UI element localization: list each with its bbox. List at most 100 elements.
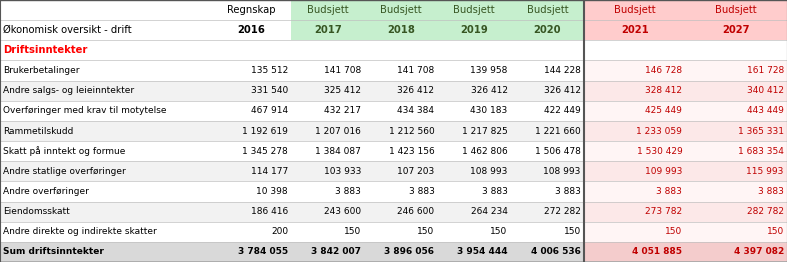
Bar	[364, 40, 438, 61]
Bar	[211, 201, 291, 222]
Bar	[0, 40, 211, 61]
Bar	[511, 161, 584, 181]
Text: 331 540: 331 540	[251, 86, 288, 95]
Text: 3 883: 3 883	[482, 187, 508, 196]
Text: 200: 200	[271, 227, 288, 236]
Bar	[438, 161, 511, 181]
Text: 107 203: 107 203	[397, 167, 434, 176]
Bar	[0, 0, 211, 20]
Bar	[685, 242, 787, 262]
Bar	[0, 161, 211, 181]
Text: 425 449: 425 449	[645, 106, 682, 115]
Text: 139 958: 139 958	[471, 66, 508, 75]
Bar	[211, 20, 291, 40]
Bar	[511, 40, 584, 61]
Text: 1 233 059: 1 233 059	[637, 127, 682, 135]
Bar	[211, 40, 291, 61]
Bar	[0, 222, 211, 242]
Text: 3 883: 3 883	[758, 187, 784, 196]
Text: 135 512: 135 512	[251, 66, 288, 75]
Bar	[211, 222, 291, 242]
Text: 186 416: 186 416	[251, 207, 288, 216]
Text: Budsjett: Budsjett	[614, 5, 656, 15]
Bar	[685, 61, 787, 81]
Bar	[438, 121, 511, 141]
Bar	[291, 101, 364, 121]
Bar	[211, 0, 291, 20]
Bar	[291, 20, 364, 40]
Bar	[364, 61, 438, 81]
Text: Andre direkte og indirekte skatter: Andre direkte og indirekte skatter	[3, 227, 157, 236]
Bar	[0, 81, 211, 101]
Text: 2018: 2018	[387, 25, 415, 35]
Bar	[211, 242, 291, 262]
Text: 150: 150	[344, 227, 361, 236]
Bar	[291, 222, 364, 242]
Text: 150: 150	[490, 227, 508, 236]
Text: Regnskap: Regnskap	[227, 5, 275, 15]
Bar	[0, 181, 211, 201]
Bar	[511, 201, 584, 222]
Bar	[364, 242, 438, 262]
Text: 2019: 2019	[460, 25, 488, 35]
Text: 1 365 331: 1 365 331	[738, 127, 784, 135]
Text: 150: 150	[665, 227, 682, 236]
Bar	[291, 181, 364, 201]
Text: Budsjett: Budsjett	[715, 5, 757, 15]
Bar	[291, 141, 364, 161]
Text: 109 993: 109 993	[645, 167, 682, 176]
Text: 1 683 354: 1 683 354	[738, 147, 784, 156]
Bar	[511, 61, 584, 81]
Bar	[584, 101, 685, 121]
Text: Budsjett: Budsjett	[453, 5, 495, 15]
Text: 272 282: 272 282	[544, 207, 581, 216]
Text: 1 192 619: 1 192 619	[242, 127, 288, 135]
Bar	[438, 61, 511, 81]
Text: 2017: 2017	[314, 25, 342, 35]
Text: 10 398: 10 398	[257, 187, 288, 196]
Bar	[291, 201, 364, 222]
Text: 434 384: 434 384	[397, 106, 434, 115]
Bar	[364, 161, 438, 181]
Bar	[438, 20, 511, 40]
Text: 103 933: 103 933	[324, 167, 361, 176]
Bar	[364, 181, 438, 201]
Text: Skatt på inntekt og formue: Skatt på inntekt og formue	[3, 146, 125, 156]
Text: 325 412: 325 412	[324, 86, 361, 95]
Bar	[211, 181, 291, 201]
Text: 264 234: 264 234	[471, 207, 508, 216]
Text: 467 914: 467 914	[251, 106, 288, 115]
Text: 141 708: 141 708	[397, 66, 434, 75]
Text: 3 883: 3 883	[555, 187, 581, 196]
Text: 326 412: 326 412	[471, 86, 508, 95]
Text: Driftsinntekter: Driftsinntekter	[3, 45, 87, 55]
Text: 432 217: 432 217	[324, 106, 361, 115]
Text: 144 228: 144 228	[544, 66, 581, 75]
Bar	[685, 20, 787, 40]
Bar	[511, 242, 584, 262]
Bar	[584, 121, 685, 141]
Text: 108 993: 108 993	[471, 167, 508, 176]
Text: Budsjett: Budsjett	[307, 5, 349, 15]
Bar	[438, 242, 511, 262]
Text: 108 993: 108 993	[544, 167, 581, 176]
Text: Andre salgs- og leieinntekter: Andre salgs- og leieinntekter	[3, 86, 135, 95]
Text: 3 842 007: 3 842 007	[311, 247, 361, 256]
Bar	[291, 81, 364, 101]
Text: 1 506 478: 1 506 478	[535, 147, 581, 156]
Bar	[584, 61, 685, 81]
Text: 3 784 055: 3 784 055	[238, 247, 288, 256]
Bar	[0, 201, 211, 222]
Text: 1 212 560: 1 212 560	[389, 127, 434, 135]
Text: 282 782: 282 782	[747, 207, 784, 216]
Text: 1 462 806: 1 462 806	[462, 147, 508, 156]
Text: 3 883: 3 883	[656, 187, 682, 196]
Text: 146 728: 146 728	[645, 66, 682, 75]
Bar	[211, 121, 291, 141]
Text: Brukerbetalinger: Brukerbetalinger	[3, 66, 79, 75]
Text: 1 345 278: 1 345 278	[242, 147, 288, 156]
Bar	[291, 40, 364, 61]
Bar	[291, 161, 364, 181]
Bar	[438, 0, 511, 20]
Bar	[584, 242, 685, 262]
